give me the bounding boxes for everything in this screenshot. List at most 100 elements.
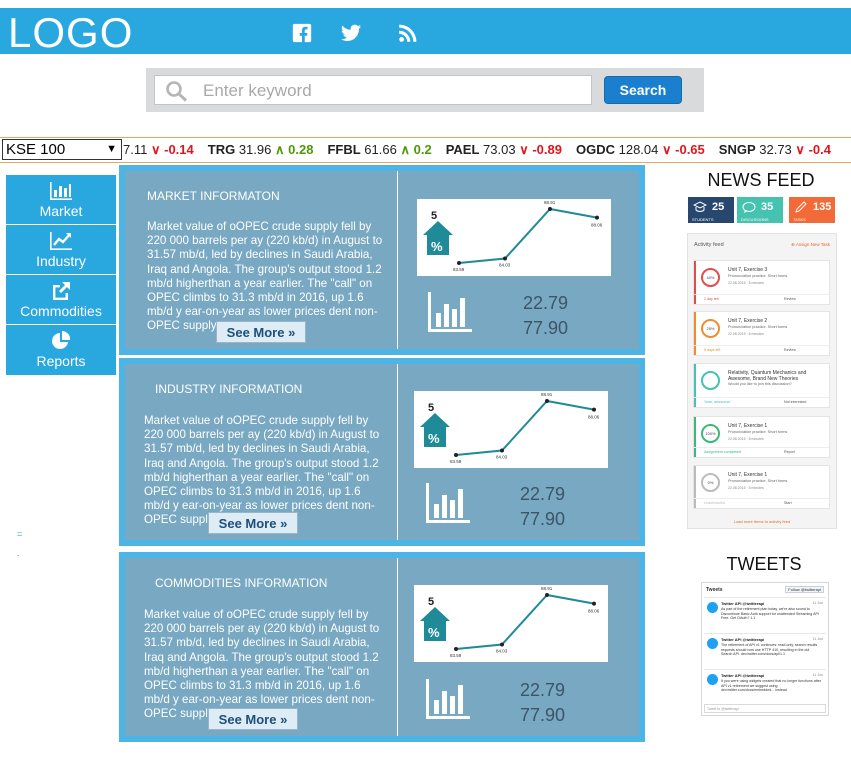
sidebar-item-label: Market xyxy=(39,202,83,219)
activity-meta: 22.08.2015 · 8 minutes xyxy=(728,281,764,285)
see-more-button[interactable]: See More » xyxy=(216,321,306,343)
house-percent-icon xyxy=(420,413,450,447)
house-number: 5 xyxy=(428,402,434,414)
activity-title: Unit 7, Exercise 2 xyxy=(728,318,768,324)
activity-meta: 22.08.2015 · 8 minutes xyxy=(728,437,764,441)
tweet-item[interactable]: Twitter API @twitterapi 11 Jun As part of … xyxy=(704,597,826,633)
chart-point-label: 84.03 xyxy=(496,649,508,654)
industry-info-panel: INDUSTRY INFORMATION Market value of oOPE… xyxy=(119,358,645,546)
ticker-item[interactable]: SNGP 32.73 ∨ -0.4 xyxy=(719,142,831,158)
ticker-item[interactable]: 7.11 ∨ -0.14 xyxy=(123,142,194,158)
chart-point xyxy=(503,256,507,261)
tweets-title: TWEETS xyxy=(726,554,802,574)
activity-footer: Assignment completed! Report xyxy=(694,447,829,457)
activity-title: Unit 7, Exercise 3 xyxy=(728,267,768,273)
activity-action[interactable]: Review xyxy=(784,297,796,301)
rss-icon[interactable] xyxy=(395,20,421,46)
news-stat-2[interactable]: 35 DISCUSSIONS xyxy=(737,197,783,223)
sidebar-item-commodities[interactable]: Commodities xyxy=(6,275,116,325)
mini-line-chart-svg: 83.59 84.03 88.91 88.06 5% xyxy=(423,200,603,272)
see-more-button[interactable]: See More » xyxy=(208,512,298,534)
twitter-avatar xyxy=(707,638,718,649)
mini-line-chart: 83.59 84.03 88.91 88.06 5% xyxy=(414,585,608,662)
chat-bubble-icon xyxy=(742,201,756,214)
activity-footer: Unscheduled Start xyxy=(694,498,829,508)
index-select[interactable]: KSE 100 ▼ xyxy=(2,139,122,160)
load-more-link[interactable]: Load more items to activity feed xyxy=(733,519,791,524)
facebook-icon[interactable] xyxy=(289,20,315,46)
ticker-item[interactable]: FFBL 61.66 ∧ 0.2 xyxy=(327,142,431,158)
progress-percent: 100% xyxy=(705,431,716,436)
see-more-button[interactable]: See More » xyxy=(208,708,298,730)
chart-line xyxy=(458,207,598,264)
activity-action[interactable]: Not interested xyxy=(784,400,807,404)
search-button[interactable]: Search xyxy=(604,76,682,104)
activity-card[interactable]: 25% Unit 7, Exercise 2 Pronunciation pract… xyxy=(693,311,830,356)
chart-point-label: 83.59 xyxy=(453,267,465,272)
tweet-time: 11 Jun xyxy=(812,673,823,677)
ticker-price: 31.96 xyxy=(238,142,272,157)
activity-title: Relativity, Quantum Mechanics and Awesom… xyxy=(728,370,807,382)
chart-point-label: 88.91 xyxy=(541,586,553,591)
activity-status: Assignment completed! xyxy=(704,450,742,454)
ticker-symbol: OGDC xyxy=(575,142,615,157)
news-stat-value: 135 xyxy=(813,201,832,213)
chart-point xyxy=(500,642,504,647)
logo[interactable]: LOGO xyxy=(8,9,134,56)
follow-button[interactable]: Follow @twitterapi xyxy=(785,586,824,593)
activity-meta: 22.08.2015 · 8 minutes xyxy=(728,332,764,336)
ticker-item[interactable]: PAEL 73.03 ∨ -0.89 xyxy=(446,142,562,158)
sidebar-item-label: Industry xyxy=(36,252,86,269)
house-number: 5 xyxy=(431,210,437,222)
panel-divider xyxy=(397,171,398,349)
progress-percent: 40% xyxy=(706,275,715,280)
tweet-item[interactable]: Twitter API @twitterapi 11 Jun If you were… xyxy=(704,669,826,705)
activity-footer: 5 days left Review xyxy=(694,345,829,355)
sidebar-item-reports[interactable]: Reports xyxy=(6,325,116,375)
commodities-info-panel: COMMODITIES INFORMATION Market value of o… xyxy=(119,552,645,742)
activity-card[interactable]: 0% Unit 7, Exercise 1 Pronunciation practi… xyxy=(693,465,830,509)
activity-card[interactable]: 100% Unit 7, Exercise 1 Pronunciation prac… xyxy=(693,416,830,458)
activity-footer: 1 day left Review xyxy=(694,294,829,304)
activity-action[interactable]: Review xyxy=(784,348,796,352)
activity-card[interactable]: Relativity, Quantum Mechanics and Awesom… xyxy=(693,363,830,408)
activity-feed: Activity feed ⊕ Assign New Task 40% Unit … xyxy=(687,233,837,529)
activity-card[interactable]: 40% Unit 7, Exercise 3 Pronunciation pract… xyxy=(693,260,830,305)
tweet-text: The retirement of API v1 continues: read… xyxy=(721,643,818,657)
twitter-widget-title: Tweets xyxy=(706,587,723,593)
progress-ring: 0% xyxy=(701,473,720,492)
tweet-input[interactable]: Tweet to @twitterapi xyxy=(704,704,826,713)
tweet-item[interactable]: Twitter API @twitterapi 11 Jun The retirem… xyxy=(704,633,826,669)
line-chart-icon xyxy=(50,231,72,250)
twitter-widget: Tweets Follow @twitterapi Twitter API @t… xyxy=(701,582,829,716)
activity-status: Yeah, awesome! xyxy=(704,400,731,404)
activity-action[interactable]: Report xyxy=(784,450,795,454)
news-stat-3[interactable]: 135 TASKS xyxy=(789,197,835,223)
bar-chart-icon xyxy=(425,482,471,524)
arrow-down-icon: ∨ xyxy=(795,142,805,157)
ticker-price: 73.03 xyxy=(483,142,516,157)
arrow-up-icon: ∧ xyxy=(400,142,410,157)
pencil-icon xyxy=(794,201,808,214)
search-input[interactable] xyxy=(203,79,583,103)
activity-action[interactable]: Start xyxy=(784,501,792,505)
panel-divider xyxy=(397,558,398,736)
ticker-item[interactable]: OGDC 128.04 ∨ -0.65 xyxy=(576,142,705,158)
index-select-value: KSE 100 xyxy=(6,141,66,158)
news-stat-1[interactable]: 25 STUDENTS xyxy=(688,197,734,223)
market-info-panel: MARKET INFORMATON Market value of oOPEC c… xyxy=(119,165,645,355)
ticker-item[interactable]: TRG 31.96 ∧ 0.28 xyxy=(208,142,314,158)
news-stat-label: TASKS xyxy=(793,217,806,222)
activity-title: Unit 7, Exercise 1 xyxy=(728,423,768,429)
house-percent-icon xyxy=(420,607,450,641)
twitter-icon[interactable] xyxy=(338,20,364,46)
stock-ticker: KSE 100 ▼ 7.11 ∨ -0.14 TRG 31.96 ∧ 0.28 FF… xyxy=(0,137,851,163)
progress-ring: 100% xyxy=(701,424,720,443)
sidebar-item-market[interactable]: Market xyxy=(6,175,116,225)
panel-divider xyxy=(397,364,398,540)
progress-percent: 0% xyxy=(707,480,714,485)
assign-task-link[interactable]: ⊕ Assign New Task xyxy=(791,242,830,247)
sidebar-item-industry[interactable]: Industry xyxy=(6,225,116,275)
tweet-text: As part of the retirement plan today, we… xyxy=(721,607,819,621)
